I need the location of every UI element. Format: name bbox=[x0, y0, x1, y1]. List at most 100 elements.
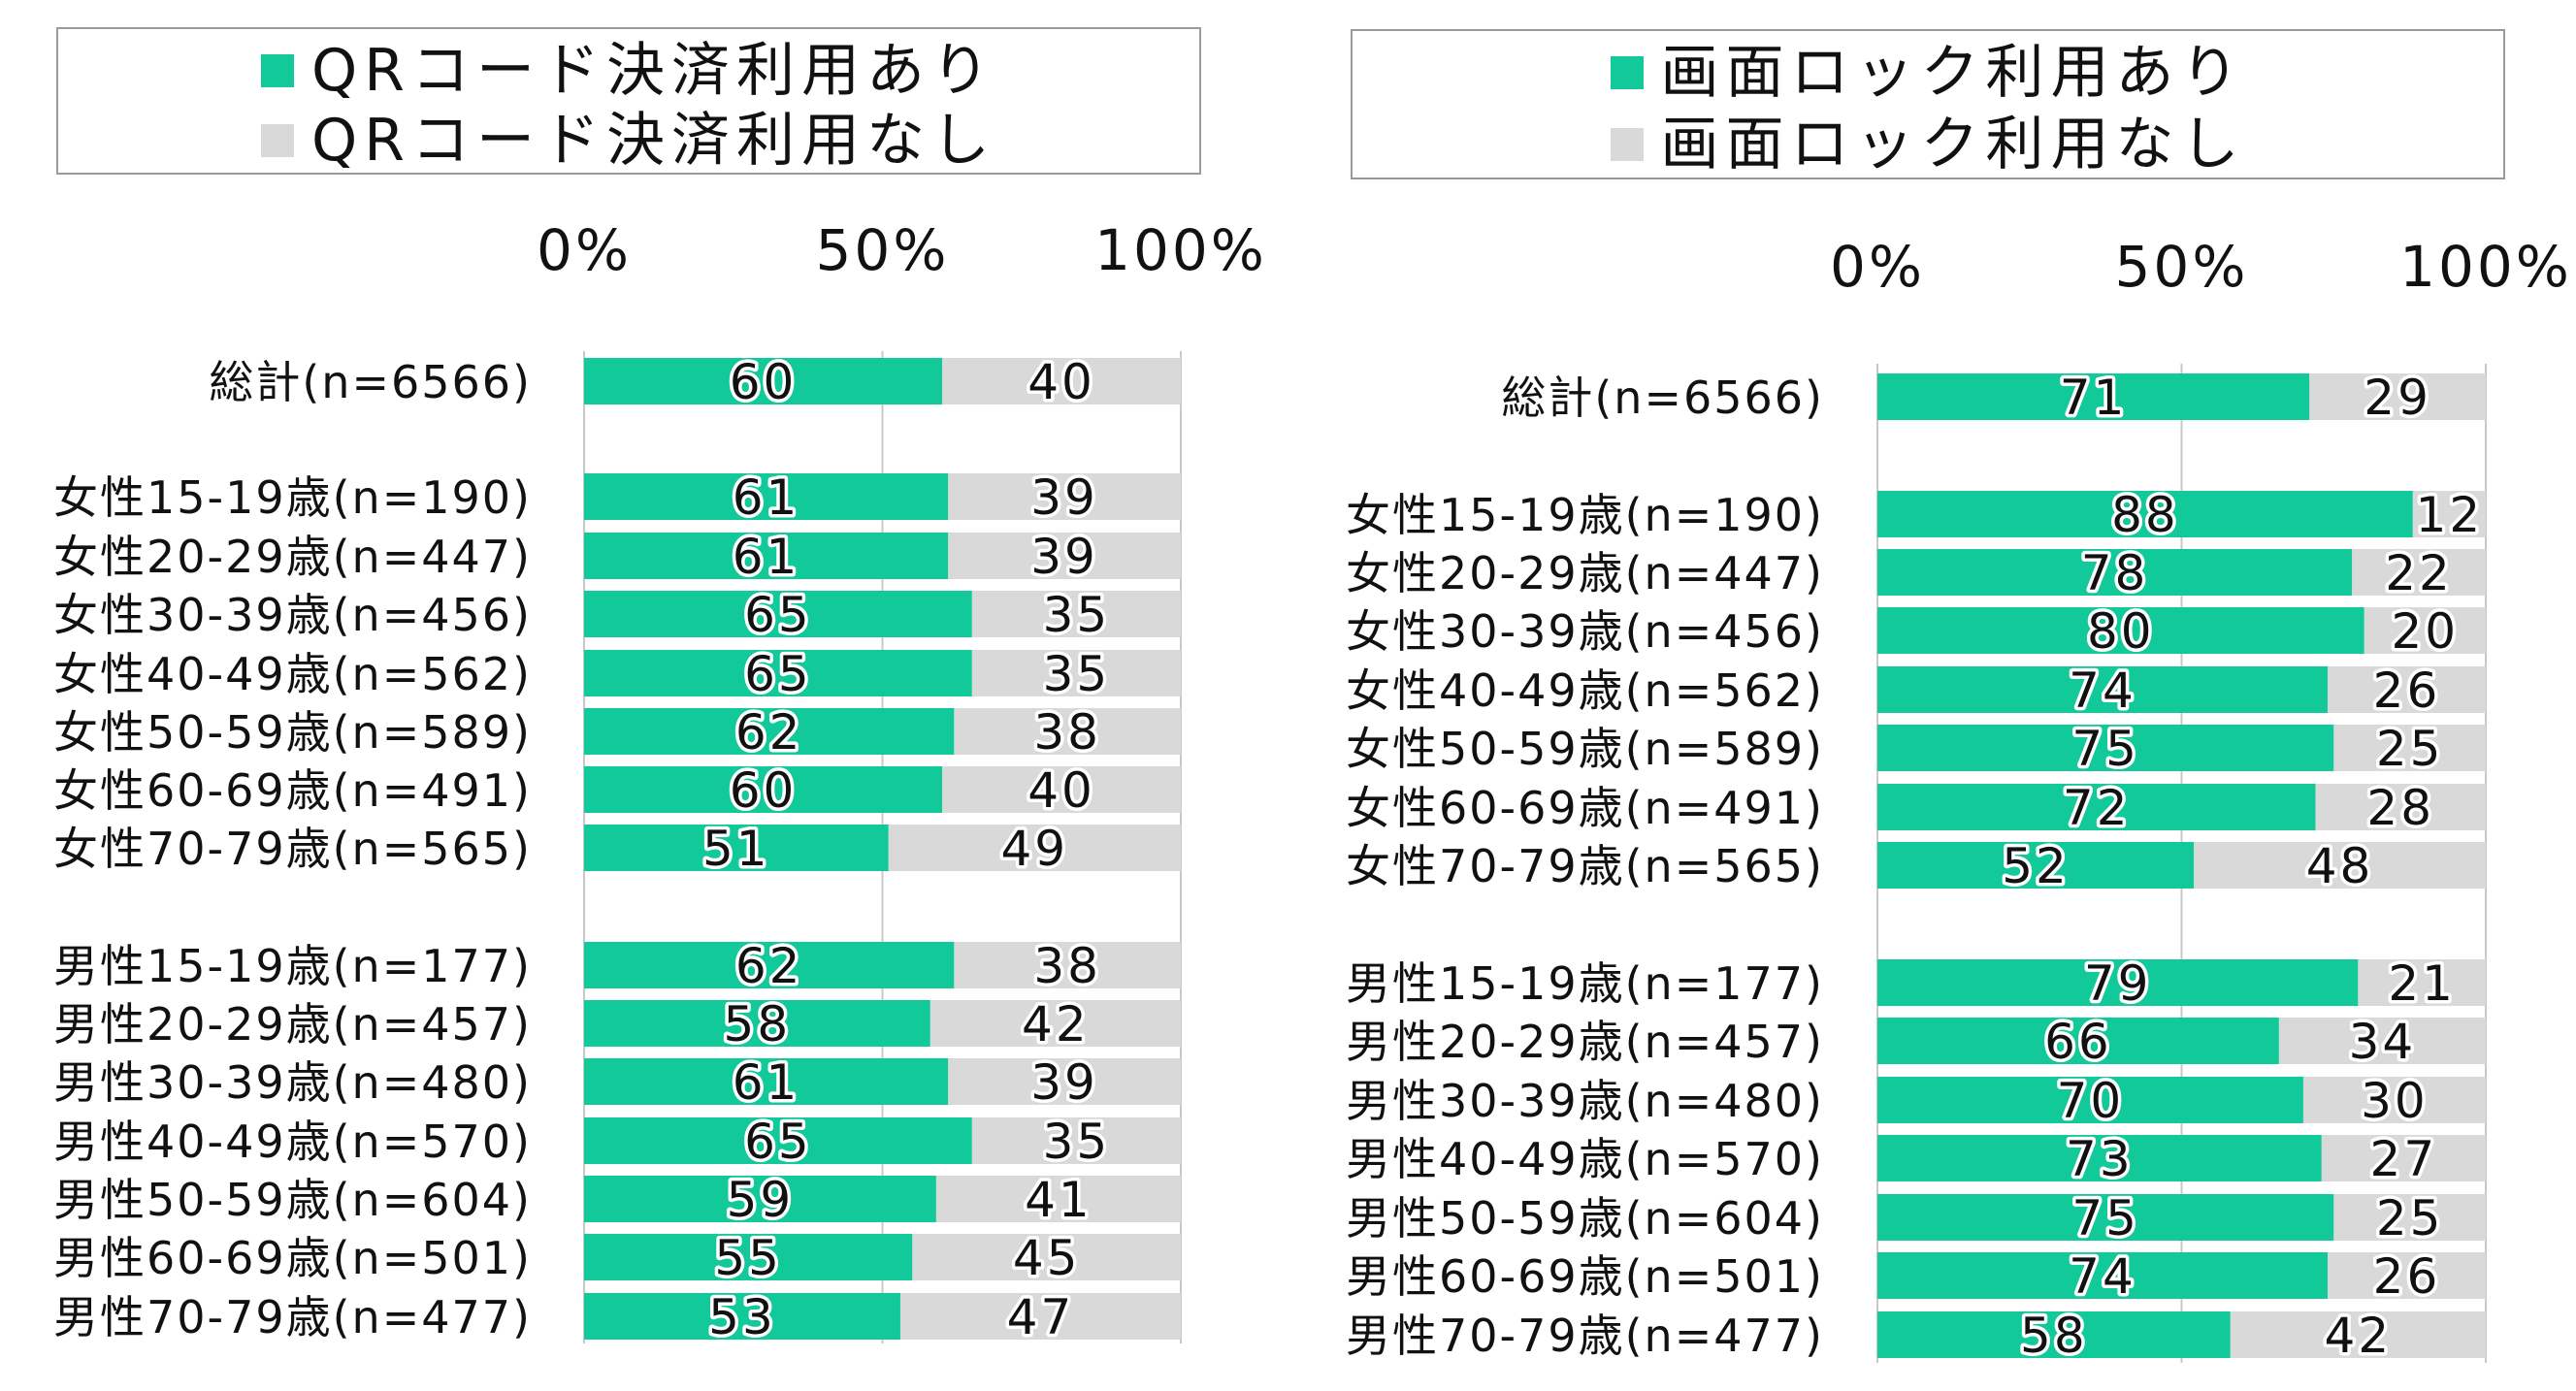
data-label-without: 45 bbox=[1013, 1230, 1081, 1286]
bar-segment-with bbox=[584, 1234, 913, 1280]
bar-segment-with bbox=[584, 358, 942, 404]
bar-segment-with bbox=[584, 650, 972, 696]
data-label-without: 21 bbox=[2388, 955, 2456, 1012]
data-label-without: 27 bbox=[2370, 1131, 2438, 1187]
data-label-without: 38 bbox=[1033, 704, 1101, 760]
bar-segment-without bbox=[912, 1234, 1181, 1280]
bar-segment-without bbox=[2309, 373, 2486, 420]
data-label-with: 60 bbox=[730, 762, 798, 819]
data-label-with: 61 bbox=[733, 1054, 800, 1111]
x-tick-label: 100% bbox=[1094, 217, 1267, 283]
bar-segment-without bbox=[2315, 784, 2486, 830]
data-label-with: 62 bbox=[735, 938, 803, 994]
bar-segment-without bbox=[2327, 666, 2486, 713]
category-label: 女性60-69歳(n=491) bbox=[53, 764, 532, 817]
bar-segment-without bbox=[948, 473, 1181, 520]
data-label-with: 73 bbox=[2066, 1131, 2134, 1187]
category-label: 女性30-39歳(n=456) bbox=[1346, 605, 1824, 658]
category-label: 女性15-19歳(n=190) bbox=[1346, 489, 1824, 541]
data-label-without: 25 bbox=[2376, 1190, 2444, 1246]
data-label-with: 78 bbox=[2081, 545, 2149, 601]
data-label-without: 47 bbox=[1007, 1289, 1075, 1345]
data-label-without: 40 bbox=[1027, 762, 1095, 819]
data-label-with: 53 bbox=[708, 1289, 776, 1345]
category-label: 女性15-19歳(n=190) bbox=[53, 471, 532, 524]
bar-segment-without bbox=[942, 358, 1181, 404]
category-label: 女性50-59歳(n=589) bbox=[1346, 723, 1824, 775]
category-label: 女性20-29歳(n=447) bbox=[53, 531, 532, 583]
data-label-with: 88 bbox=[2111, 487, 2179, 543]
category-label: 男性30-39歳(n=480) bbox=[1346, 1075, 1824, 1127]
bar-segment-with bbox=[1877, 1077, 2303, 1123]
data-label-with: 74 bbox=[2069, 1248, 2136, 1305]
bar-segment-without bbox=[2352, 549, 2486, 596]
chart-legend: 画面ロック利用あり 画面ロック利用なし bbox=[1351, 29, 2505, 179]
bar-segment-with bbox=[584, 473, 949, 520]
data-label-without: 34 bbox=[2349, 1014, 2417, 1070]
category-label: 女性20-29歳(n=447) bbox=[1346, 547, 1824, 599]
legend-swatch-without bbox=[261, 124, 295, 157]
data-label-without: 29 bbox=[2364, 370, 2431, 426]
x-tick-label: 50% bbox=[2115, 234, 2249, 300]
legend-swatch-without bbox=[1610, 128, 1644, 161]
data-label-with: 58 bbox=[724, 996, 792, 1052]
bar-segment-without bbox=[971, 650, 1181, 696]
bar-segment-with bbox=[1877, 959, 2359, 1006]
bar-segment-without bbox=[899, 1293, 1181, 1340]
category-label: 男性15-19歳(n=177) bbox=[53, 940, 532, 992]
data-label-without: 30 bbox=[2361, 1073, 2429, 1129]
data-label-without: 42 bbox=[2325, 1308, 2393, 1364]
chart-legend: QRコード決済利用あり QRコード決済利用なし bbox=[56, 27, 1201, 175]
bar-segment-with bbox=[1877, 725, 2334, 771]
x-tick-label: 50% bbox=[816, 217, 950, 283]
data-label-without: 26 bbox=[2373, 663, 2441, 719]
bar-segment-with bbox=[1877, 1252, 2328, 1299]
data-label-with: 55 bbox=[714, 1230, 782, 1286]
data-label-without: 42 bbox=[1022, 996, 1090, 1052]
bar-segment-without bbox=[2302, 1077, 2486, 1123]
data-label-with: 74 bbox=[2069, 663, 2136, 719]
bar-segment-without bbox=[948, 1058, 1181, 1105]
data-label-with: 80 bbox=[2087, 603, 2155, 660]
data-label-with: 61 bbox=[733, 529, 800, 585]
data-label-with: 60 bbox=[730, 354, 798, 410]
bar-segment-without bbox=[2321, 1135, 2486, 1181]
category-label: 男性40-49歳(n=570) bbox=[1346, 1133, 1824, 1185]
bar-segment-without bbox=[2358, 959, 2486, 1006]
data-label-with: 62 bbox=[735, 704, 803, 760]
data-label-without: 12 bbox=[2416, 487, 2484, 543]
bar-segment-without bbox=[888, 825, 1181, 871]
data-label-without: 35 bbox=[1043, 646, 1111, 702]
legend-swatch-with bbox=[1610, 56, 1644, 89]
data-label-without: 20 bbox=[2391, 603, 2459, 660]
legend-label-without: QRコード決済利用なし bbox=[311, 107, 996, 175]
data-label-without: 35 bbox=[1043, 1114, 1111, 1170]
bar-segment-with bbox=[1877, 784, 2316, 830]
category-label: 女性70-79歳(n=565) bbox=[1346, 840, 1824, 892]
bar-segment-without bbox=[948, 533, 1181, 579]
bar-segment-with bbox=[1877, 842, 2195, 889]
bar-segment-with bbox=[1877, 1135, 2322, 1181]
category-label: 男性50-59歳(n=604) bbox=[53, 1174, 532, 1226]
bar-segment-without bbox=[942, 766, 1181, 813]
bar-segment-without bbox=[954, 942, 1181, 988]
bar-segment-with bbox=[584, 766, 942, 813]
data-label-without: 39 bbox=[1030, 529, 1098, 585]
legend-label-with: QRコード決済利用あり bbox=[311, 37, 996, 105]
data-label-with: 70 bbox=[2057, 1073, 2125, 1129]
category-label: 男性60-69歳(n=501) bbox=[53, 1232, 532, 1284]
bar-segment-with bbox=[1877, 1311, 2231, 1358]
bar-segment-with bbox=[1877, 549, 2353, 596]
data-label-without: 41 bbox=[1025, 1172, 1092, 1228]
category-label: 男性40-49歳(n=570) bbox=[53, 1116, 532, 1168]
data-label-with: 65 bbox=[744, 587, 812, 643]
category-label: 男性70-79歳(n=477) bbox=[53, 1291, 532, 1343]
data-label-with: 52 bbox=[2002, 838, 2070, 894]
data-label-with: 61 bbox=[733, 469, 800, 526]
bar-segment-with bbox=[1877, 1018, 2279, 1064]
data-label-without: 40 bbox=[1027, 354, 1095, 410]
category-label: 女性50-59歳(n=589) bbox=[53, 706, 532, 759]
bar-segment-without bbox=[2230, 1311, 2486, 1358]
category-label: 女性70-79歳(n=565) bbox=[53, 823, 532, 875]
category-label: 女性40-49歳(n=562) bbox=[1346, 664, 1824, 717]
